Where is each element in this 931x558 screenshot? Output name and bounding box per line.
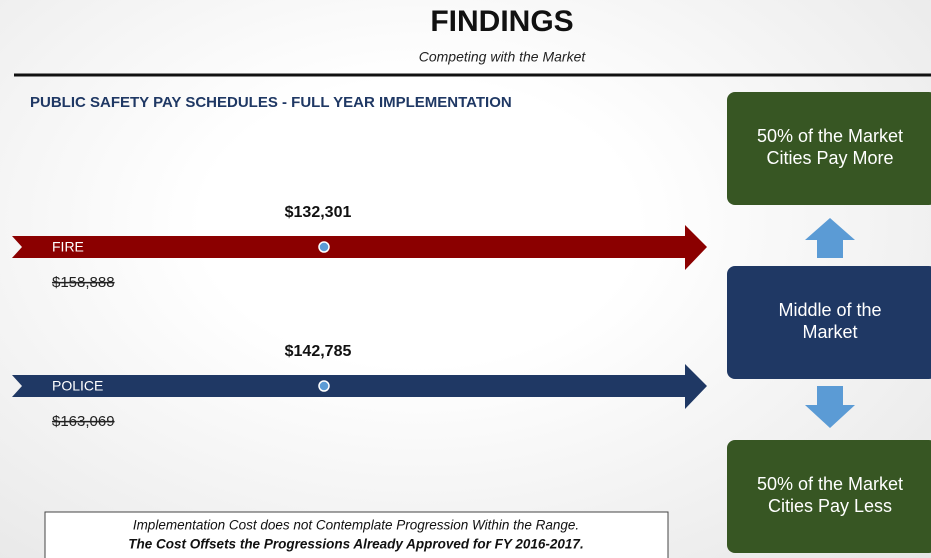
box-text: Cities Pay More [766,148,893,168]
new-value: $132,301 [285,204,352,221]
old-value: $158,888 [52,274,115,291]
old-value: $163,069 [52,413,115,430]
row-label: POLICE [52,378,103,394]
market-box [727,440,931,553]
note-line: Implementation Cost does not Contemplate… [133,518,579,533]
note-box [44,511,669,558]
box-text: 50% of the Market [757,126,903,146]
down-arrow [805,386,855,428]
box-text: 50% of the Market [757,474,903,494]
market-box [727,92,931,205]
subtitle: Competing with the Market [419,49,587,65]
arrow-band [12,225,707,270]
row-label: FIRE [52,239,84,255]
box-text: Market [802,322,857,342]
note-line: The Cost Offsets the Progressions Alread… [128,537,583,552]
up-arrow [805,218,855,258]
marker-dot [318,241,330,253]
box-text: Cities Pay Less [768,496,892,516]
section-heading: PUBLIC SAFETY PAY SCHEDULES - FULL YEAR … [30,94,512,111]
market-box [727,266,931,379]
marker-dot [318,380,330,392]
new-value: $142,785 [285,343,352,360]
arrow-band [12,364,707,409]
box-text: Middle of the [778,300,881,320]
title: FINDINGS [430,5,573,38]
